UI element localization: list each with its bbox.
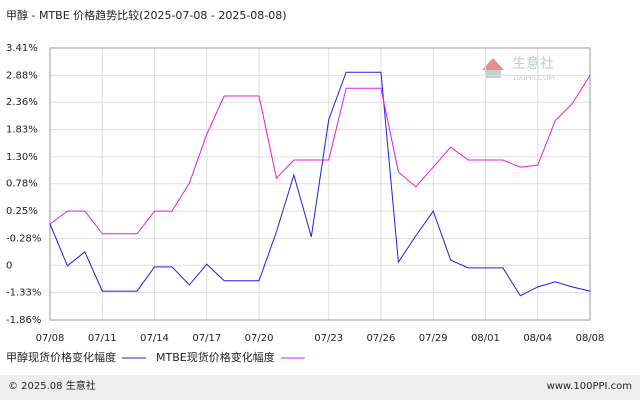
- watermark-icon: [485, 70, 501, 78]
- plot-border: [49, 47, 591, 321]
- x-tick-label: 07/11: [88, 333, 117, 344]
- series-line: [49, 75, 591, 235]
- series-line: [49, 71, 591, 297]
- footer-copyright: © 2025.08 生意社: [8, 379, 96, 392]
- y-tick-label: 0: [6, 260, 12, 271]
- x-tick-label: 08/01: [471, 333, 500, 344]
- y-tick-label: -0.28%: [6, 233, 41, 244]
- y-tick-label: 2.36%: [6, 97, 38, 108]
- footer-site: www.100PPI.com: [547, 381, 632, 392]
- x-tick-label: 07/20: [245, 333, 274, 344]
- x-tick-label: 07/08: [36, 333, 65, 344]
- x-tick-label: 07/14: [140, 333, 169, 344]
- x-tick-label: 08/08: [576, 333, 605, 344]
- watermark-site: 100PPI.COM: [512, 74, 555, 82]
- y-tick-label: 0.78%: [6, 179, 38, 190]
- y-tick-label: 1.83%: [6, 125, 38, 136]
- x-tick-label: 07/23: [314, 333, 343, 344]
- x-tick-label: 07/29: [419, 333, 448, 344]
- y-tick-label: 0.25%: [6, 206, 38, 217]
- y-tick-label: -1.86%: [6, 315, 41, 326]
- y-tick-label: -1.33%: [6, 288, 41, 299]
- legend-label: MTBE现货价格变化幅度: [156, 350, 275, 364]
- watermark-name: 生意社: [512, 55, 554, 72]
- watermark-icon: [482, 58, 504, 70]
- x-tick-label: 08/04: [523, 333, 552, 344]
- x-tick-label: 07/17: [192, 333, 221, 344]
- y-tick-label: 2.88%: [6, 70, 38, 81]
- footer-bar: [0, 375, 640, 400]
- watermark: 生意社 100PPI.COM: [482, 55, 555, 82]
- y-tick-label: 1.30%: [6, 152, 38, 163]
- x-tick-label: 07/26: [367, 333, 396, 344]
- y-tick-label: 3.41%: [6, 43, 38, 54]
- chart-title: 甲醇 - MTBE 价格趋势比较(2025-07-08 - 2025-08-08…: [6, 8, 287, 22]
- legend-label: 甲醇现货价格变化幅度: [6, 350, 116, 364]
